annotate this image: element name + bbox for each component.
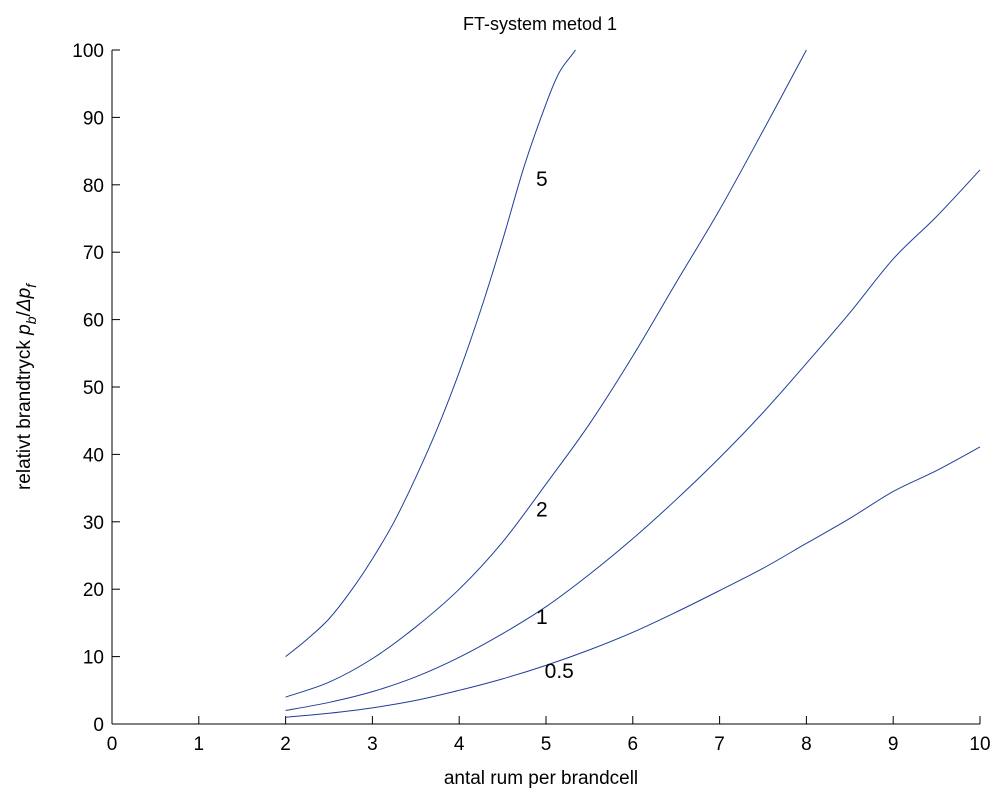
series-label-5: 5 (536, 168, 548, 191)
series-label-2: 2 (536, 498, 548, 521)
x-tick-label: 3 (367, 734, 378, 755)
y-tick-label: 30 (83, 513, 104, 534)
series-line-2 (285, 49, 807, 698)
y-tick-label: 40 (83, 445, 104, 466)
y-tick-label: 0 (93, 715, 104, 736)
y-axis-label-delta-p: Δp (14, 288, 35, 312)
x-tick-label: 2 (280, 734, 291, 755)
x-tick-label: 1 (194, 734, 205, 755)
y-axis-label-p: p (14, 324, 35, 336)
y-ticks: 0 10 20 30 40 50 60 70 80 90 100 (72, 41, 120, 736)
series-label-1: 1 (536, 606, 548, 629)
x-tick-label: 10 (969, 734, 990, 755)
x-tick-label: 7 (714, 734, 725, 755)
x-axis-label: antal rum per brandcell (444, 768, 638, 789)
y-tick-label: 90 (83, 108, 104, 129)
y-axis-label-prefix: relativt brandtryck (14, 335, 35, 490)
x-ticks: 0 1 2 3 4 5 6 7 8 9 10 (107, 716, 991, 755)
x-tick-label: 8 (801, 734, 812, 755)
x-tick-label: 6 (628, 734, 639, 755)
chart-title: FT-system metod 1 (463, 14, 617, 34)
y-tick-label: 60 (83, 311, 104, 332)
y-axis-label-sub-f: f (23, 282, 39, 288)
y-axis-label: relativt brandtryck pb/Δpf (14, 282, 39, 490)
y-axis-label-slash: / (14, 310, 35, 316)
series-line-0-5 (285, 446, 981, 718)
series-lines (285, 49, 981, 718)
y-tick-label: 70 (83, 243, 104, 264)
x-tick-label: 4 (454, 734, 465, 755)
x-tick-label: 9 (888, 734, 899, 755)
x-tick-label: 5 (541, 734, 552, 755)
x-tick-label: 0 (107, 734, 118, 755)
series-label-0-5: 0.5 (545, 660, 574, 683)
series-labels: 5 2 1 0.5 (536, 168, 574, 683)
y-tick-label: 50 (83, 378, 104, 399)
y-tick-label: 20 (83, 580, 104, 601)
y-tick-label: 100 (72, 41, 104, 62)
y-tick-label: 10 (83, 648, 104, 669)
y-axis-label-sub-b: b (23, 316, 39, 324)
series-line-5 (285, 49, 576, 657)
y-tick-label: 80 (83, 176, 104, 197)
series-line-1 (285, 169, 981, 712)
